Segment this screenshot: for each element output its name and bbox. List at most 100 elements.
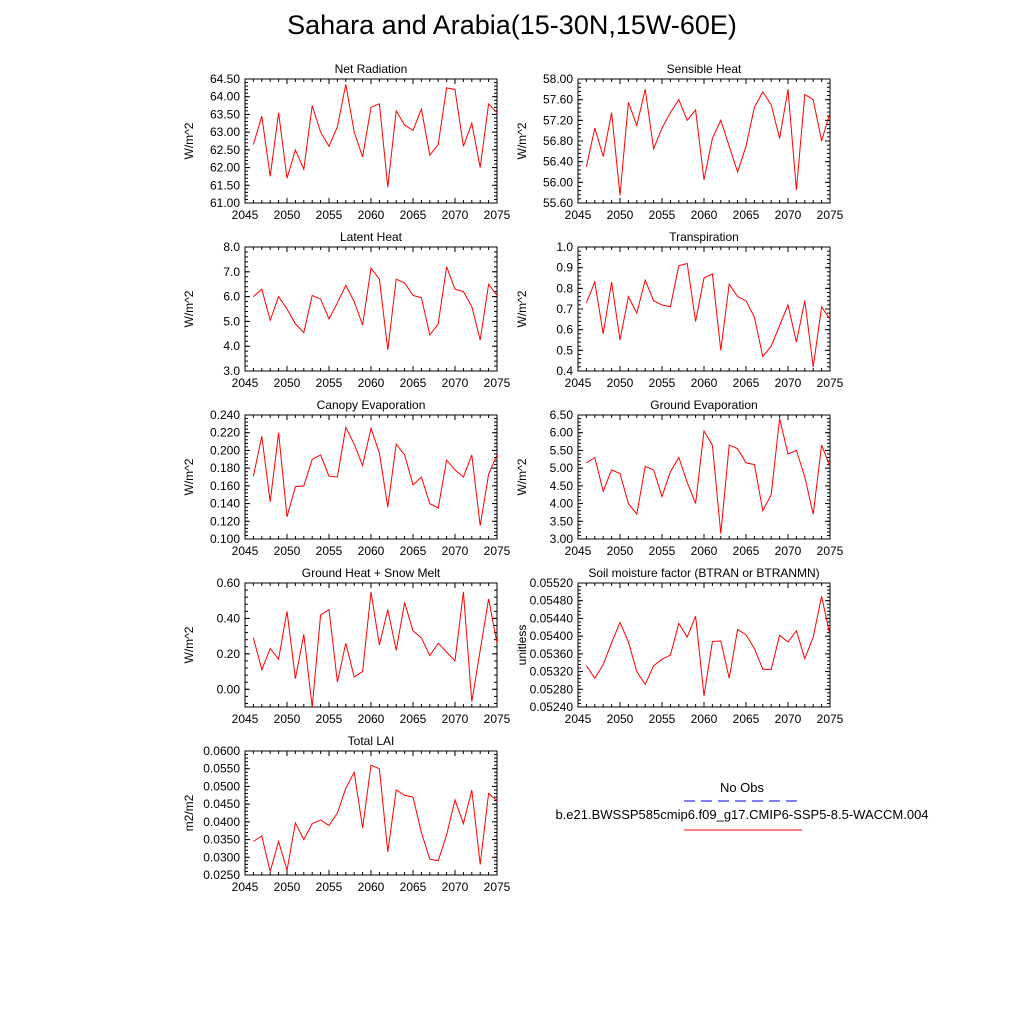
x-tick-label: 2060 [358, 712, 385, 726]
x-tick-label: 2055 [316, 208, 343, 222]
x-tick-label: 2045 [565, 376, 592, 390]
y-tick-label: 0.200 [210, 443, 240, 457]
x-tick-label: 2055 [649, 712, 676, 726]
x-tick-label: 2045 [232, 376, 259, 390]
y-tick-label: 61.00 [210, 196, 240, 210]
x-tick-label: 2070 [442, 880, 469, 894]
y-tick-label: 56.40 [543, 155, 573, 169]
x-tick-label: 2075 [817, 544, 844, 558]
y-axis-label: W/m^2 [515, 290, 529, 327]
panel-sensible-heat: Sensible Heat W/m^2 2045 2050 2055 2060 2065 20… [515, 62, 844, 222]
x-tick-label: 2050 [274, 712, 301, 726]
x-tick-label: 2065 [400, 208, 427, 222]
y-tick-label: 0.0350 [203, 833, 240, 847]
x-tick-label: 2045 [565, 544, 592, 558]
x-tick-label: 2070 [775, 544, 802, 558]
x-tick-label: 2075 [817, 376, 844, 390]
panel-title: Latent Heat [340, 230, 403, 244]
y-tick-label: 0.0500 [203, 779, 240, 793]
x-tick-label: 2075 [484, 880, 511, 894]
y-tick-label: 4.50 [550, 479, 574, 493]
y-tick-label: 5.50 [550, 443, 574, 457]
x-tick-label: 2070 [442, 208, 469, 222]
x-tick-label: 2060 [691, 208, 718, 222]
series-line [253, 764, 497, 872]
y-tick-label: 0.0250 [203, 868, 240, 882]
x-tick-label: 2055 [649, 544, 676, 558]
y-tick-label: 0.05400 [530, 629, 574, 643]
y-tick-label: 56.80 [543, 134, 573, 148]
y-tick-label: 63.00 [210, 125, 240, 139]
plot-frame [244, 582, 498, 708]
x-tick-label: 2075 [484, 712, 511, 726]
y-tick-label: 0.0300 [203, 850, 240, 864]
y-tick-label: 0.05520 [530, 576, 574, 590]
y-tick-label: 8.0 [223, 240, 240, 254]
panel-net-radiation: Net Radiation W/m^2 2045 2050 2055 2060 2065 20… [182, 62, 511, 222]
y-tick-label: 0.0600 [203, 744, 240, 758]
y-tick-label: 0.180 [210, 461, 240, 475]
y-axis-label: W/m^2 [515, 458, 529, 495]
y-tick-label: 0.140 [210, 497, 240, 511]
y-tick-label: 0.0550 [203, 762, 240, 776]
x-tick-label: 2045 [565, 208, 592, 222]
x-tick-label: 2050 [607, 544, 634, 558]
panel-latent-heat: Latent Heat W/m^2 2045 2050 2055 2060 2065 2070… [182, 230, 511, 390]
panels-group: Net Radiation W/m^2 2045 2050 2055 2060 2065 20… [182, 62, 844, 894]
y-tick-label: 0.60 [217, 576, 241, 590]
y-tick-label: 7.0 [223, 265, 240, 279]
y-tick-label: 5.00 [550, 461, 574, 475]
y-tick-label: 0.5 [556, 343, 573, 357]
y-tick-label: 0.40 [217, 611, 241, 625]
y-axis-label: W/m^2 [182, 458, 196, 495]
y-tick-label: 0.100 [210, 532, 240, 546]
x-tick-label: 2070 [442, 376, 469, 390]
y-tick-label: 3.00 [550, 532, 574, 546]
y-tick-label: 55.60 [543, 196, 573, 210]
series-line [252, 591, 497, 707]
series-line [585, 596, 830, 696]
panel-title: Sensible Heat [667, 62, 742, 76]
x-tick-label: 2075 [484, 208, 511, 222]
plot-frame [244, 78, 498, 204]
x-tick-label: 2060 [691, 376, 718, 390]
y-tick-label: 57.20 [543, 113, 573, 127]
y-tick-label: 0.7 [556, 302, 573, 316]
y-axis-label: W/m^2 [182, 626, 196, 663]
y-tick-label: 62.00 [210, 161, 240, 175]
x-tick-label: 2060 [358, 376, 385, 390]
y-tick-label: 6.0 [223, 290, 240, 304]
y-axis-label: m2/m2 [182, 794, 196, 831]
x-tick-label: 2075 [817, 712, 844, 726]
y-tick-label: 0.9 [556, 261, 573, 275]
series-line [585, 262, 830, 367]
x-tick-label: 2050 [607, 376, 634, 390]
x-tick-label: 2045 [232, 544, 259, 558]
y-tick-label: 63.50 [210, 107, 240, 121]
y-tick-label: 0.0400 [203, 815, 240, 829]
x-tick-label: 2055 [316, 880, 343, 894]
x-tick-label: 2065 [400, 880, 427, 894]
x-tick-label: 2070 [442, 544, 469, 558]
x-tick-label: 2065 [733, 208, 760, 222]
y-axis-label: W/m^2 [182, 290, 196, 327]
series-line [586, 418, 830, 534]
legend: No Obs b.e21.BWSSP585cmip6.f09_g17.CMIP6… [555, 780, 929, 831]
panel-ground-heat-snow-melt: Ground Heat + Snow Melt W/m^2 2045 2050 2055… [182, 566, 511, 726]
x-tick-label: 2055 [649, 376, 676, 390]
x-tick-label: 2055 [316, 544, 343, 558]
panel-title: Ground Evaporation [650, 398, 757, 412]
x-tick-label: 2070 [775, 712, 802, 726]
legend-no-obs-label: No Obs [720, 780, 765, 795]
y-tick-label: 0.05280 [530, 682, 574, 696]
y-tick-label: 0.240 [210, 408, 240, 422]
panel-title: Canopy Evaporation [317, 398, 426, 412]
y-tick-label: 0.220 [210, 426, 240, 440]
panel-canopy-evaporation: Canopy Evaporation W/m^2 2045 2050 2055 2060 2… [182, 398, 511, 558]
x-tick-label: 2075 [817, 208, 844, 222]
x-tick-label: 2045 [232, 208, 259, 222]
y-tick-label: 0.05240 [530, 700, 574, 714]
x-tick-label: 2070 [775, 376, 802, 390]
y-tick-label: 4.00 [550, 497, 574, 511]
